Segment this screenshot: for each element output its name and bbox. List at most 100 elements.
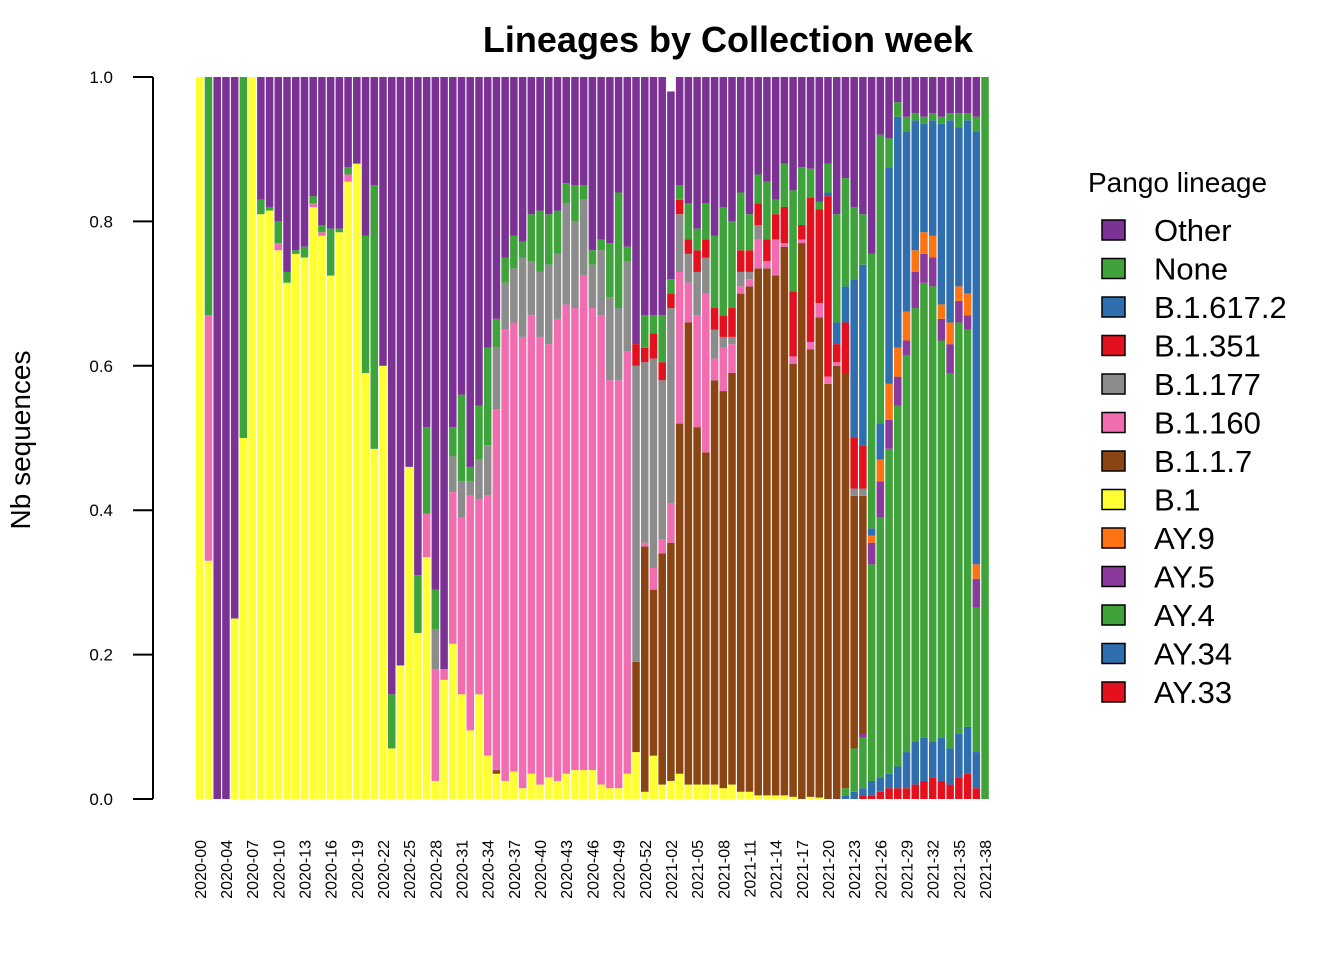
bar-segment [274, 221, 283, 244]
legend-label: None [1154, 252, 1228, 287]
bar-segment [545, 77, 553, 215]
bar-segment [736, 250, 745, 272]
legend-label: AY.9 [1154, 521, 1215, 556]
bar-segment [571, 221, 579, 309]
bar-segment [414, 77, 422, 576]
bar-segment [449, 77, 457, 428]
bar-segment [824, 376, 832, 384]
bar-stack [379, 77, 387, 799]
bar-stack [632, 77, 640, 799]
bar-segment [789, 190, 797, 292]
bar-segment [623, 246, 632, 262]
bar-segment [719, 391, 728, 789]
bar-segment [815, 77, 824, 202]
bar-segment [466, 495, 475, 731]
x-tick-label: 2020-04 [219, 840, 236, 899]
bar-segment [841, 373, 850, 789]
bar-segment [562, 304, 570, 774]
bar-segment [649, 77, 658, 316]
bar-segment [614, 380, 623, 789]
bar-segment [640, 542, 649, 547]
bar-segment [911, 741, 919, 785]
bar-segment [204, 315, 213, 561]
bar-segment [326, 275, 335, 799]
bar-segment [370, 448, 379, 799]
bar-segment [798, 77, 806, 168]
bar-segment [230, 618, 239, 799]
bar-segment [501, 282, 509, 330]
bar-segment [684, 253, 693, 283]
x-tick-label: 2020-16 [324, 840, 341, 899]
bar-segment [806, 341, 815, 350]
y-tick-label: 0.6 [89, 357, 113, 376]
bar-segment [492, 409, 501, 771]
bar-segment [859, 264, 867, 446]
bar-segment [274, 77, 283, 222]
legend-item: B.1.177 [1101, 367, 1261, 402]
bar-stack [911, 77, 919, 799]
bar-segment [955, 322, 963, 735]
bar-segment [937, 318, 946, 341]
bar-stack [684, 77, 693, 799]
legend-swatch [1101, 527, 1126, 549]
bar-segment [902, 131, 911, 312]
bar-segment [387, 694, 396, 749]
x-axis-tick-labels: 2020-00 2020-04 2020-07 2020-10 2020-13 2020-… [193, 840, 995, 899]
bar-segment [274, 243, 283, 251]
bar-stack [396, 77, 405, 799]
bar-segment [536, 784, 544, 799]
bar-segment [867, 795, 876, 799]
bar-stack [387, 77, 396, 799]
bar-segment [265, 210, 274, 799]
bar-segment [902, 354, 911, 753]
bar-stack [667, 91, 675, 799]
bar-stack [806, 77, 815, 799]
bar-segment [579, 77, 588, 186]
bar-segment [431, 669, 440, 781]
bar-segment [606, 297, 614, 381]
bar-stack [789, 77, 797, 799]
legend-swatch [1101, 334, 1126, 357]
bar-segment [658, 553, 666, 785]
bar-segment [955, 734, 963, 778]
x-tick-label: 2020-25 [402, 840, 419, 899]
bar-segment [632, 365, 640, 662]
bar-segment [963, 773, 972, 799]
bar-segment [483, 755, 492, 799]
legend-label: B.1 [1154, 483, 1201, 518]
y-axis: 0.0 0.2 0.4 0.6 0.8 1.0 [89, 68, 154, 809]
bar-segment [571, 770, 579, 799]
bar-segment [832, 344, 841, 363]
bar-segment [728, 344, 736, 374]
bar-segment [937, 116, 946, 124]
x-tick-label: 2020-52 [638, 840, 655, 899]
bar-segment [946, 748, 954, 785]
bar-segment [518, 241, 527, 258]
bar-segment [859, 214, 867, 265]
bar-segment [867, 528, 876, 536]
legend-item: Other [1101, 213, 1232, 248]
bar-segment [937, 340, 946, 738]
bar-segment [579, 199, 588, 276]
bar-segment [318, 77, 326, 226]
legend-item: B.1.160 [1101, 406, 1261, 441]
bar-segment [736, 791, 745, 799]
bar-segment [928, 77, 937, 114]
bar-segment [928, 113, 937, 121]
bar-segment [815, 201, 824, 210]
y-axis-label: Nb sequences [5, 350, 36, 529]
x-tick-label: 2020-00 [193, 840, 210, 899]
bar-segment [719, 77, 728, 207]
x-tick-label: 2021-02 [664, 840, 681, 899]
bar-segment [571, 77, 579, 186]
bar-segment [955, 77, 963, 114]
bar-segment [675, 77, 684, 186]
bar-segment [946, 344, 954, 374]
x-tick-label: 2021-20 [821, 840, 838, 899]
bar-segment [518, 77, 527, 242]
bar-segment [510, 771, 518, 799]
bar-segment [745, 77, 754, 215]
bar-segment [466, 77, 475, 467]
bar-segment [440, 669, 448, 680]
